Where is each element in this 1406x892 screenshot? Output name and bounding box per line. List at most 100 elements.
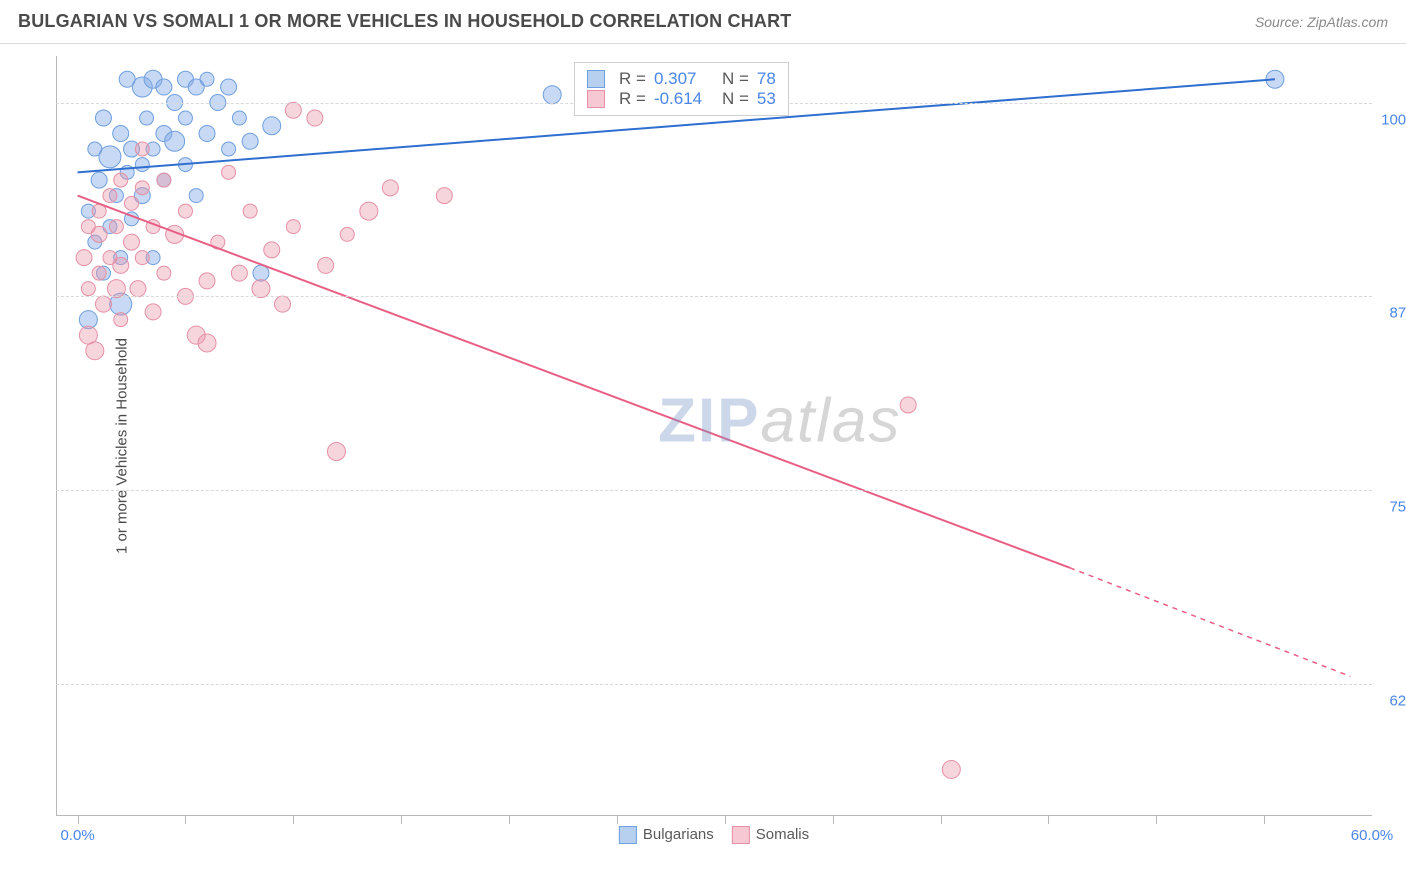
scatter-point bbox=[231, 265, 247, 281]
stats-row: R = 0.307 N = 78 bbox=[587, 69, 776, 89]
scatter-point bbox=[264, 242, 280, 258]
scatter-point bbox=[307, 110, 323, 126]
stats-r-value: -0.614 bbox=[654, 89, 714, 109]
scatter-point bbox=[103, 189, 117, 203]
scatter-point bbox=[382, 180, 398, 196]
legend-label: Somalis bbox=[756, 826, 809, 843]
stats-n-label: N = bbox=[722, 89, 749, 109]
scatter-point bbox=[189, 189, 203, 203]
scatter-point bbox=[222, 165, 236, 179]
scatter-point bbox=[221, 79, 237, 95]
legend-item: Somalis bbox=[732, 826, 809, 844]
stats-n-value: 78 bbox=[757, 69, 776, 89]
scatter-point bbox=[140, 111, 154, 125]
x-tick-label: 0.0% bbox=[60, 827, 94, 844]
scatter-point bbox=[200, 72, 214, 86]
legend-item: Bulgarians bbox=[619, 826, 714, 844]
stats-r-value: 0.307 bbox=[654, 69, 714, 89]
stats-row: R = -0.614 N = 53 bbox=[587, 89, 776, 109]
x-tick-mark bbox=[293, 816, 294, 824]
legend-swatch bbox=[732, 826, 750, 844]
scatter-point bbox=[99, 146, 121, 168]
scatter-point bbox=[125, 196, 139, 210]
scatter-point bbox=[135, 142, 149, 156]
stats-n-value: 53 bbox=[757, 89, 776, 109]
scatter-point bbox=[135, 158, 149, 172]
y-tick-label: 62.5% bbox=[1372, 693, 1406, 710]
source-attribution: Source: ZipAtlas.com bbox=[1255, 14, 1388, 30]
stats-r-label: R = bbox=[619, 89, 646, 109]
trendline bbox=[78, 196, 1070, 568]
stats-swatch bbox=[587, 70, 605, 88]
scatter-point bbox=[263, 117, 281, 135]
x-tick-mark bbox=[1264, 816, 1265, 824]
scatter-point bbox=[199, 126, 215, 142]
scatter-point bbox=[86, 342, 104, 360]
scatter-point bbox=[436, 188, 452, 204]
scatter-point bbox=[318, 257, 334, 273]
legend-label: Bulgarians bbox=[643, 826, 714, 843]
scatter-point bbox=[95, 110, 111, 126]
header-bar: BULGARIAN VS SOMALI 1 OR MORE VEHICLES I… bbox=[0, 0, 1406, 44]
scatter-plot bbox=[56, 56, 1372, 816]
scatter-point bbox=[135, 251, 149, 265]
chart-title: BULGARIAN VS SOMALI 1 OR MORE VEHICLES I… bbox=[18, 11, 792, 32]
scatter-point bbox=[252, 280, 270, 298]
scatter-point bbox=[114, 173, 128, 187]
scatter-point bbox=[232, 111, 246, 125]
scatter-point bbox=[942, 760, 960, 778]
x-tick-mark bbox=[401, 816, 402, 824]
legend-swatch bbox=[619, 826, 637, 844]
scatter-point bbox=[243, 204, 257, 218]
y-axis-line bbox=[56, 56, 57, 816]
scatter-point bbox=[285, 102, 301, 118]
x-tick-mark bbox=[833, 816, 834, 824]
scatter-point bbox=[92, 266, 106, 280]
scatter-point bbox=[156, 79, 172, 95]
scatter-point bbox=[91, 226, 107, 242]
stats-swatch bbox=[587, 90, 605, 108]
scatter-point bbox=[275, 296, 291, 312]
scatter-point bbox=[113, 126, 129, 142]
scatter-point bbox=[76, 250, 92, 266]
scatter-point bbox=[222, 142, 236, 156]
scatter-point bbox=[178, 111, 192, 125]
scatter-point bbox=[91, 172, 107, 188]
scatter-point bbox=[145, 304, 161, 320]
stats-r-label: R = bbox=[619, 69, 646, 89]
scatter-point bbox=[165, 131, 185, 151]
y-tick-label: 87.5% bbox=[1372, 305, 1406, 322]
x-tick-mark bbox=[1048, 816, 1049, 824]
scatter-point bbox=[124, 234, 140, 250]
x-tick-mark bbox=[617, 816, 618, 824]
scatter-point bbox=[900, 397, 916, 413]
x-tick-marks bbox=[56, 808, 1372, 816]
gridline-h bbox=[56, 490, 1372, 491]
scatter-point bbox=[109, 220, 123, 234]
scatter-point bbox=[327, 443, 345, 461]
scatter-point bbox=[543, 86, 561, 104]
scatter-point bbox=[113, 257, 129, 273]
scatter-point bbox=[286, 220, 300, 234]
scatter-point bbox=[81, 282, 95, 296]
scatter-point bbox=[242, 133, 258, 149]
scatter-point bbox=[360, 202, 378, 220]
scatter-point bbox=[95, 296, 111, 312]
chart-area: 62.5%75.0%87.5%100.0% 0.0%60.0% ZIPatlas… bbox=[56, 56, 1372, 816]
y-tick-label: 75.0% bbox=[1372, 499, 1406, 516]
scatter-point bbox=[130, 281, 146, 297]
scatter-point bbox=[340, 227, 354, 241]
scatter-point bbox=[114, 313, 128, 327]
x-tick-mark bbox=[725, 816, 726, 824]
stats-box: R = 0.307 N = 78R = -0.614 N = 53 bbox=[574, 62, 789, 116]
scatter-point bbox=[199, 273, 215, 289]
x-tick-mark bbox=[941, 816, 942, 824]
scatter-point bbox=[107, 280, 125, 298]
x-tick-label: 60.0% bbox=[1351, 827, 1394, 844]
scatter-point bbox=[157, 266, 171, 280]
x-tick-mark bbox=[509, 816, 510, 824]
scatter-point bbox=[178, 204, 192, 218]
scatter-point bbox=[157, 173, 171, 187]
trendline-ext bbox=[1070, 568, 1350, 677]
scatter-point bbox=[198, 334, 216, 352]
